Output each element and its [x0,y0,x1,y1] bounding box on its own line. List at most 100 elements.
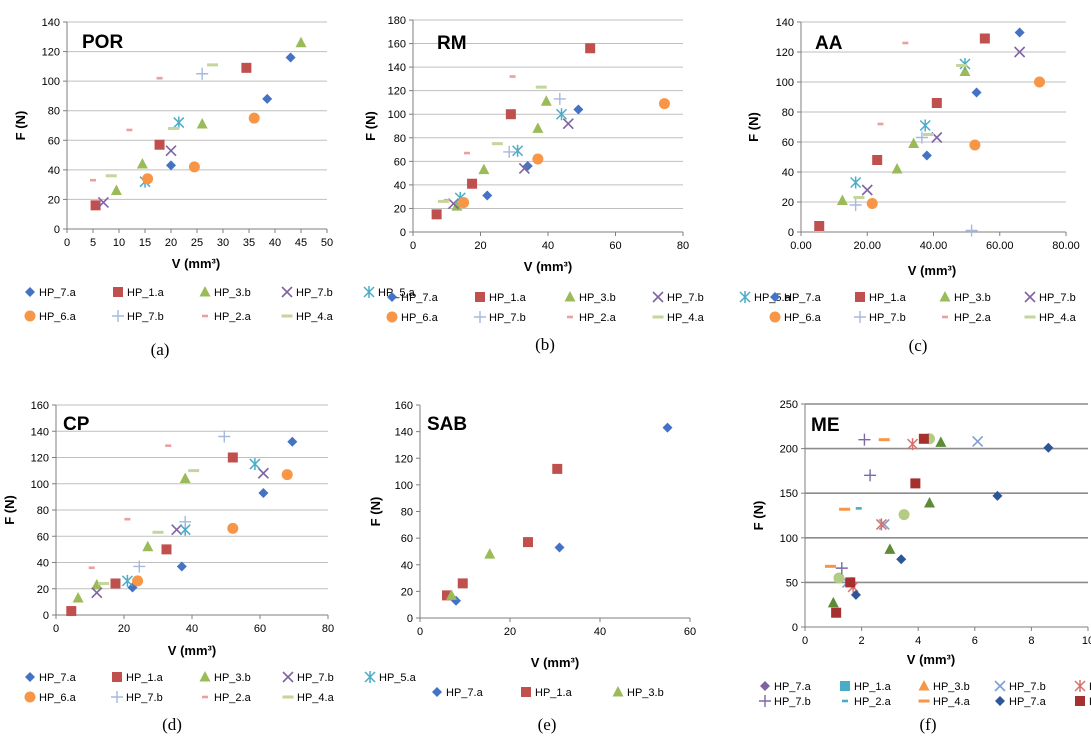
legend-label: HP_7.b [126,692,163,704]
legend-entry: HP_7.b [281,286,333,299]
legend-label: HP_5.a [1089,681,1091,693]
x-tick-label: 20 [165,237,177,249]
data-point [446,589,457,600]
y-tick-label: 20 [48,194,60,206]
x-tick-label: 80.00 [1052,240,1080,252]
x-tick-label: 40 [594,626,606,638]
data-point [188,469,200,473]
data-point [168,126,180,130]
data-point [833,572,845,584]
y-tick-label: 150 [780,488,798,500]
y-tick-label: 140 [395,427,413,439]
data-point [478,163,490,175]
legend-entry: HP_7.b [759,695,811,708]
legend-marker [281,286,293,298]
data-point [554,542,565,553]
x-tick-label: 8 [1028,635,1034,647]
y-tick-label: 140 [388,62,406,74]
data-point [503,145,516,158]
data-point [218,430,231,443]
legend-entry: HP_6.a [386,311,439,324]
data-point [585,43,596,54]
legend-marker [770,292,780,302]
legend-marker [564,291,576,302]
legend-entry: HP_4.a [281,311,334,323]
x-tick-label: 0 [410,240,416,252]
legend-entry: HP_3.b [612,686,664,699]
data-point [864,469,877,482]
data-point [176,561,187,572]
data-point [898,509,910,521]
legend-marker [769,311,781,323]
data-point [431,209,442,220]
legend-marker [432,687,442,697]
legend-marker [918,699,930,703]
y-tick-label: 0 [54,224,60,236]
x-tick-label: 80 [677,240,689,252]
legend-marker [282,695,294,699]
y-tick-label: 80 [37,505,49,517]
data-point [196,118,208,129]
data-point [992,490,1003,501]
legend-label: HP_1.a [126,672,164,684]
data-point [179,472,191,483]
legend-label: HP_7.b [297,672,334,684]
legend-label: HP_4.a [297,692,335,704]
y-tick-label: 80 [401,507,413,519]
x-tick-label: 5 [90,237,96,249]
legend-label: HP_1.a [869,292,907,304]
data-point [855,507,862,510]
legend-entry: HP_4.a [652,312,705,324]
y-tick-label: 40 [37,558,49,570]
legend-label: HP_3.b [627,687,664,699]
y-tick-label: 100 [395,480,413,492]
y-tick-label: 250 [780,399,798,411]
y-tick-label: 80 [782,107,794,119]
legend-label: HP_7.b [869,312,906,324]
data-point [907,438,919,451]
legend-entry: HP_7.a [387,292,439,304]
data-point [142,540,154,552]
data-point [921,150,932,161]
legend-entry: HP_1.a [1075,696,1091,708]
data-point [165,444,172,447]
legend-marker [363,286,375,298]
y-tick-label: 100 [31,479,49,491]
legend-label: HP_3.b [214,287,251,299]
data-point [166,160,176,171]
x-tick-label: 30 [217,237,229,249]
legend-marker [995,696,1005,706]
data-point [258,487,269,498]
data-point [850,176,862,189]
data-point [152,530,164,534]
subcaption: (f) [920,715,937,734]
x-axis-label: V (mm³) [531,655,579,670]
data-point [110,184,122,196]
data-point [105,174,117,178]
y-axis-label: F (N) [363,111,378,141]
data-point [845,577,856,588]
data-point [457,578,468,589]
x-tick-label: 20 [504,626,516,638]
legend-entry: HP_7.b [994,680,1046,693]
data-point [491,142,503,146]
x-tick-label: 60 [684,626,696,638]
data-point [972,435,984,448]
x-tick-label: 0 [802,635,808,647]
legend-marker [855,292,865,302]
data-point [249,458,261,471]
chart-rm: 0 20 40 60 80 100 120 140 160 180 0 20 40 60 80 RM V (mm… [363,15,792,354]
data-point [969,139,981,151]
x-tick-label: 60 [254,623,266,635]
y-axis-label: F (N) [746,112,761,142]
data-point [965,224,978,237]
chart-me: 0 50 100 150 200 250 0 2 4 6 8 10 ME V (mm³) F (N) HP_7… [751,399,1091,734]
y-tick-label: 40 [782,167,794,179]
legend-marker [112,672,122,682]
data-point [814,221,825,231]
data-point [262,93,273,104]
legend-marker [652,291,664,303]
x-axis-label: V (mm³) [524,259,572,274]
y-tick-label: 120 [776,47,794,59]
